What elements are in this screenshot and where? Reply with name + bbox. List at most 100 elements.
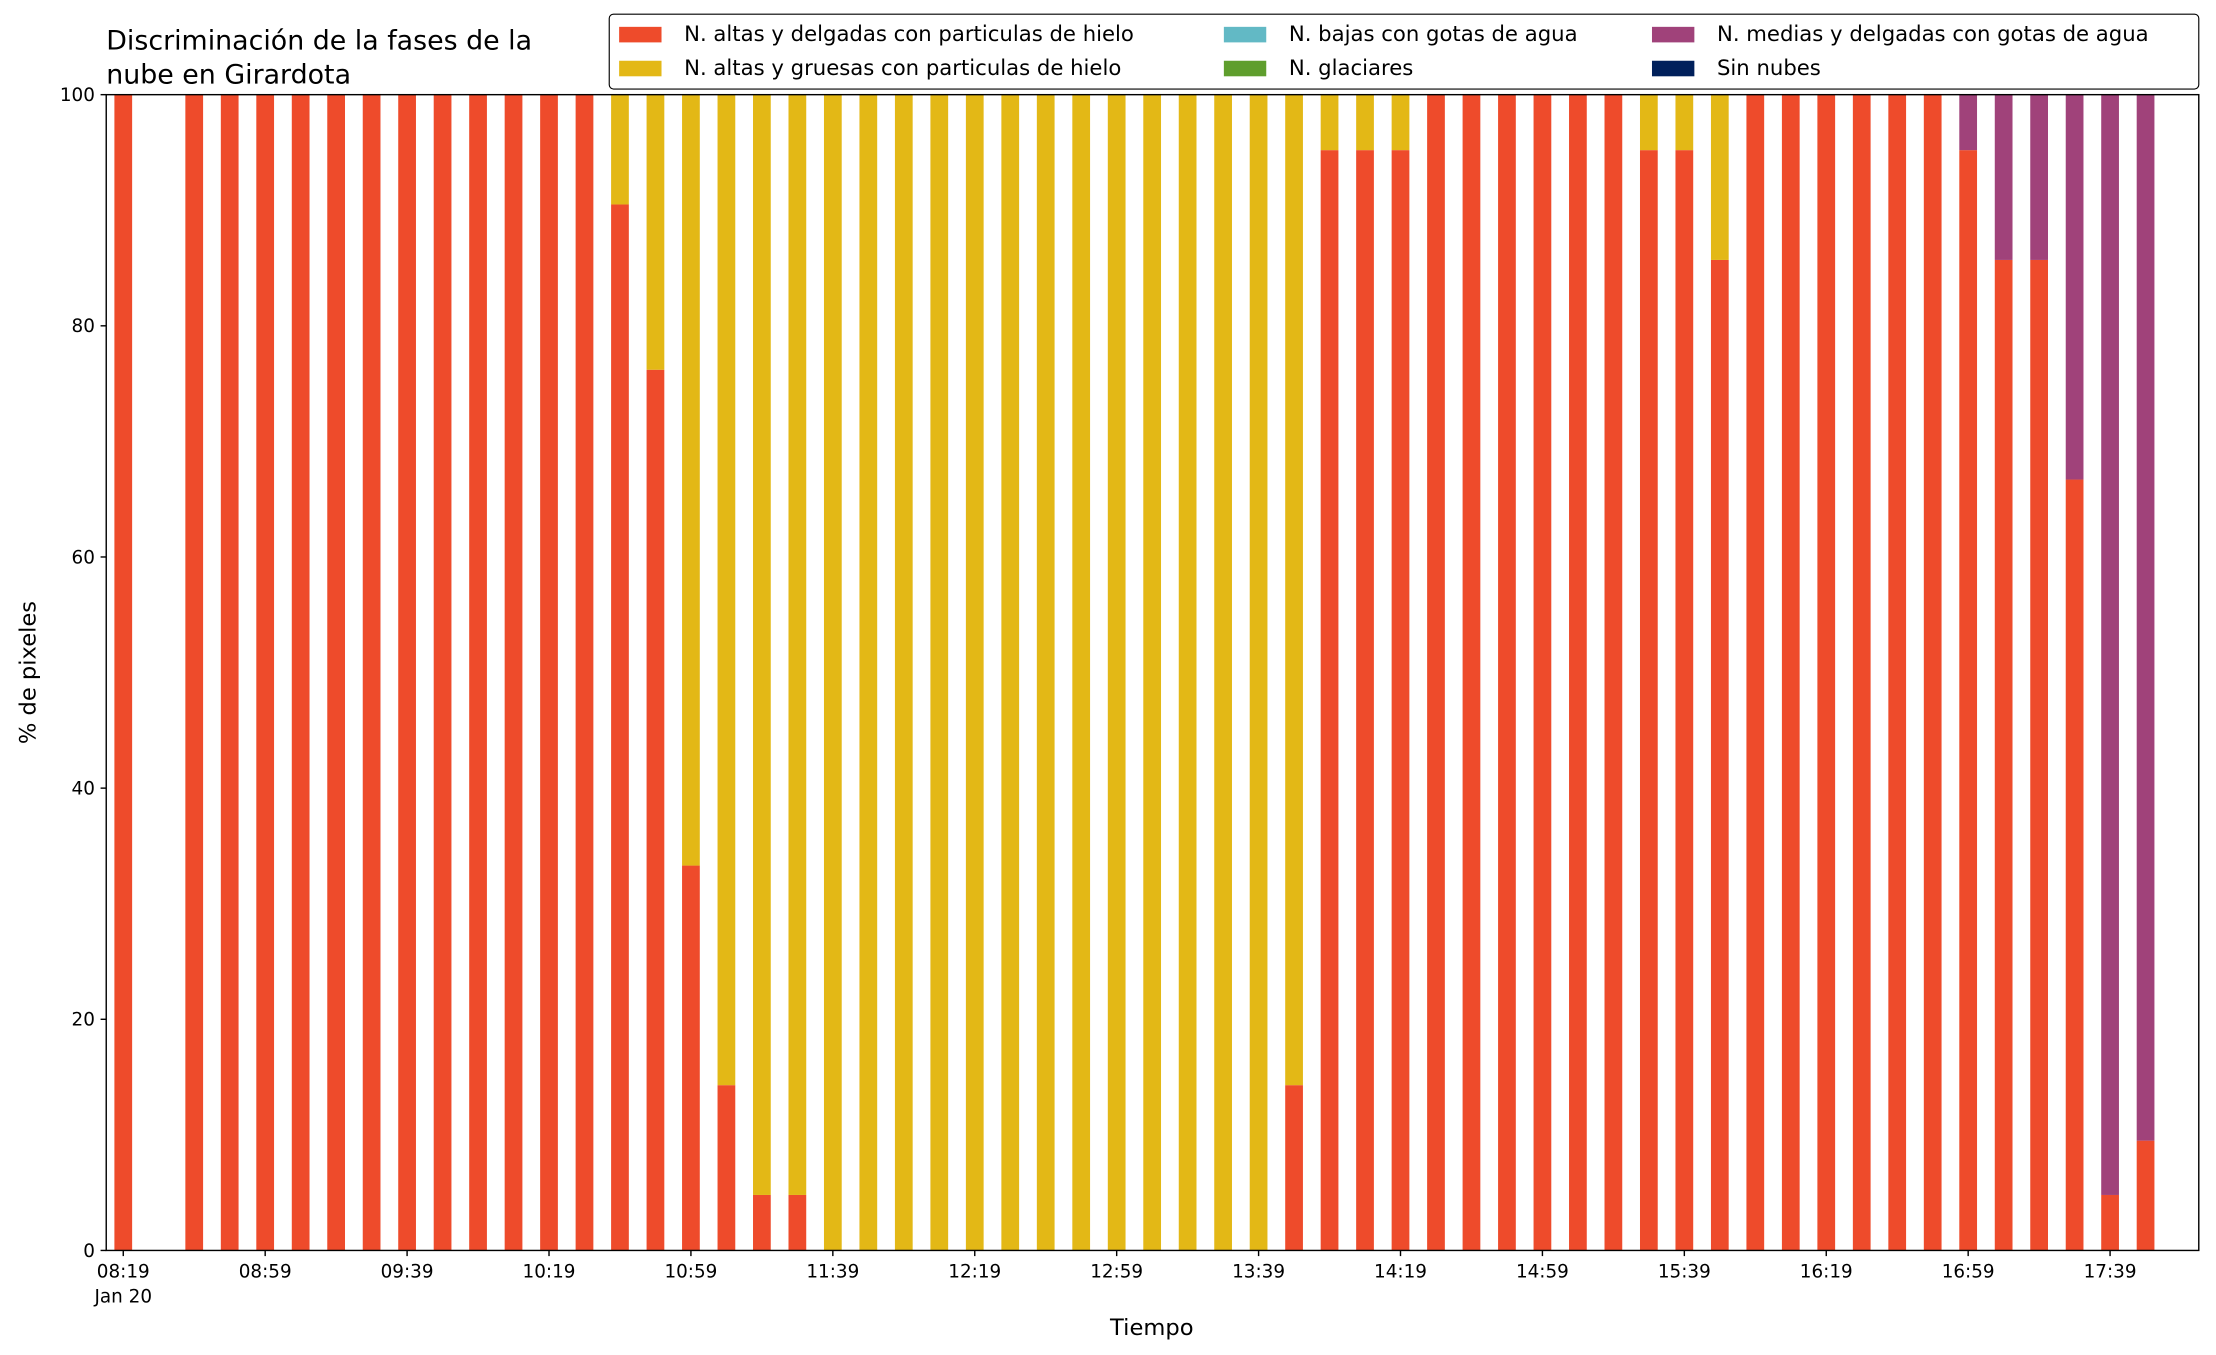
x-tick-label: 08:59: [239, 1261, 292, 1282]
legend-label: N. medias y delgadas con gotas de agua: [1717, 21, 2149, 46]
x-tick-label: 12:59: [1090, 1261, 1143, 1282]
bar-segment: [2101, 94, 2119, 1195]
legend: N. altas y delgadas con particulas de hi…: [608, 13, 2200, 90]
x-tick-label: 10:19: [523, 1261, 576, 1282]
x-tick-label: 16:59: [1942, 1261, 1995, 1282]
bar-segment: [1888, 94, 1907, 1251]
bar-segment: [1320, 150, 1339, 1251]
bar-segment: [362, 94, 381, 1251]
bar-segment: [611, 94, 629, 205]
bar-segment: [965, 94, 984, 1251]
bar-segment: [1569, 94, 1587, 1251]
y-tick-label: 80: [72, 316, 95, 337]
legend-swatch: [1223, 60, 1267, 77]
bar-segment: [2030, 94, 2048, 260]
bar-segment: [788, 94, 807, 1195]
bar-segment: [1746, 94, 1765, 1251]
bar-segment: [1072, 94, 1091, 1251]
x-tick-label: 10:59: [664, 1261, 717, 1282]
bar-segment: [575, 94, 594, 1251]
x-tick-label: 13:39: [1232, 1261, 1285, 1282]
bar-segment: [327, 94, 346, 1251]
bar-segment: [540, 94, 558, 1251]
legend-frame: [608, 13, 2200, 90]
bar-segment: [2065, 479, 2084, 1251]
bar-segment: [682, 94, 700, 866]
bar-segment: [1356, 150, 1374, 1251]
bar-segment: [1923, 94, 1942, 1251]
bar-segment: [859, 94, 878, 1251]
bar-segment: [1001, 94, 1020, 1251]
bar-segment: [2136, 1140, 2155, 1251]
x-tick-label: 09:39: [381, 1261, 434, 1282]
x-tick-label: 14:19: [1374, 1261, 1427, 1282]
bar-segment: [1817, 94, 1836, 1251]
bar-segment: [114, 94, 133, 1251]
bar-segment: [646, 94, 665, 370]
legend-label: N. glaciares: [1289, 55, 1413, 80]
bar-segment: [1285, 1085, 1303, 1251]
bar-segment: [1852, 94, 1871, 1251]
bar-segment: [2136, 94, 2155, 1141]
x-tick-label: 16:19: [1800, 1261, 1853, 1282]
bar-segment: [1143, 94, 1162, 1251]
bar-segment: [1249, 94, 1268, 1251]
bar-segment: [823, 94, 842, 1251]
bar-segment: [717, 1085, 736, 1251]
bar-segment: [2101, 1194, 2119, 1251]
bar-segment: [1356, 94, 1374, 151]
x-date-label: Jan 20: [94, 1287, 153, 1308]
bar-segment: [291, 94, 310, 1251]
legend-swatch: [1651, 26, 1695, 43]
bar-segment: [1604, 94, 1623, 1251]
bar-segment: [788, 1194, 807, 1251]
legend-label: N. altas y delgadas con particulas de hi…: [684, 21, 1134, 46]
bar-segment: [1107, 94, 1126, 1251]
bar-segment: [1994, 94, 2013, 260]
bar-segment: [753, 94, 771, 1195]
bar-segment: [1391, 150, 1410, 1251]
bar-segment: [682, 865, 700, 1251]
y-tick-label: 60: [72, 547, 95, 568]
bar-segment: [1710, 259, 1729, 1251]
x-tick-label: 17:39: [2084, 1261, 2137, 1282]
bar-segment: [753, 1194, 771, 1251]
x-tick-label: 11:39: [806, 1261, 859, 1282]
legend-swatch: [619, 26, 662, 43]
x-axis-label: Tiempo: [1109, 1315, 1193, 1341]
y-axis-label: % de pixeles: [16, 601, 42, 744]
bar-segment: [1639, 94, 1658, 151]
legend-swatch: [619, 60, 662, 77]
x-tick-label: 08:19: [97, 1261, 150, 1282]
bar-segment: [1959, 150, 1978, 1251]
x-tick-label: 12:19: [948, 1261, 1001, 1282]
bar-segment: [1675, 94, 1694, 151]
plot-frame: [105, 93, 2200, 1252]
bar-segment: [433, 94, 452, 1251]
y-tick-label: 100: [60, 85, 95, 106]
bar-segment: [1285, 94, 1303, 1086]
bar-segment: [1320, 94, 1339, 151]
bar-segment: [1178, 94, 1197, 1251]
bar-segment: [1214, 94, 1232, 1251]
bar-segment: [894, 94, 913, 1251]
bar-segment: [1639, 150, 1658, 1251]
chart-title: nube en Girardota: [106, 59, 351, 90]
bar-segment: [1391, 94, 1410, 151]
legend-swatch: [1651, 60, 1695, 77]
bar-segment: [1994, 259, 2013, 1251]
bar-segment: [646, 369, 665, 1251]
bar-segment: [2065, 94, 2084, 480]
bar-segment: [398, 94, 416, 1251]
bar-segment: [1959, 94, 1978, 151]
bar-segment: [611, 204, 629, 1251]
y-tick-label: 20: [72, 1010, 95, 1031]
bar-segment: [717, 94, 736, 1086]
legend-label: Sin nubes: [1717, 55, 1821, 80]
bar-segment: [469, 94, 487, 1251]
chart-title: Discriminación de la fases de la: [106, 25, 532, 56]
y-tick-label: 40: [72, 778, 95, 799]
legend-label: N. bajas con gotas de agua: [1289, 21, 1578, 46]
bar-segment: [1427, 94, 1445, 1251]
